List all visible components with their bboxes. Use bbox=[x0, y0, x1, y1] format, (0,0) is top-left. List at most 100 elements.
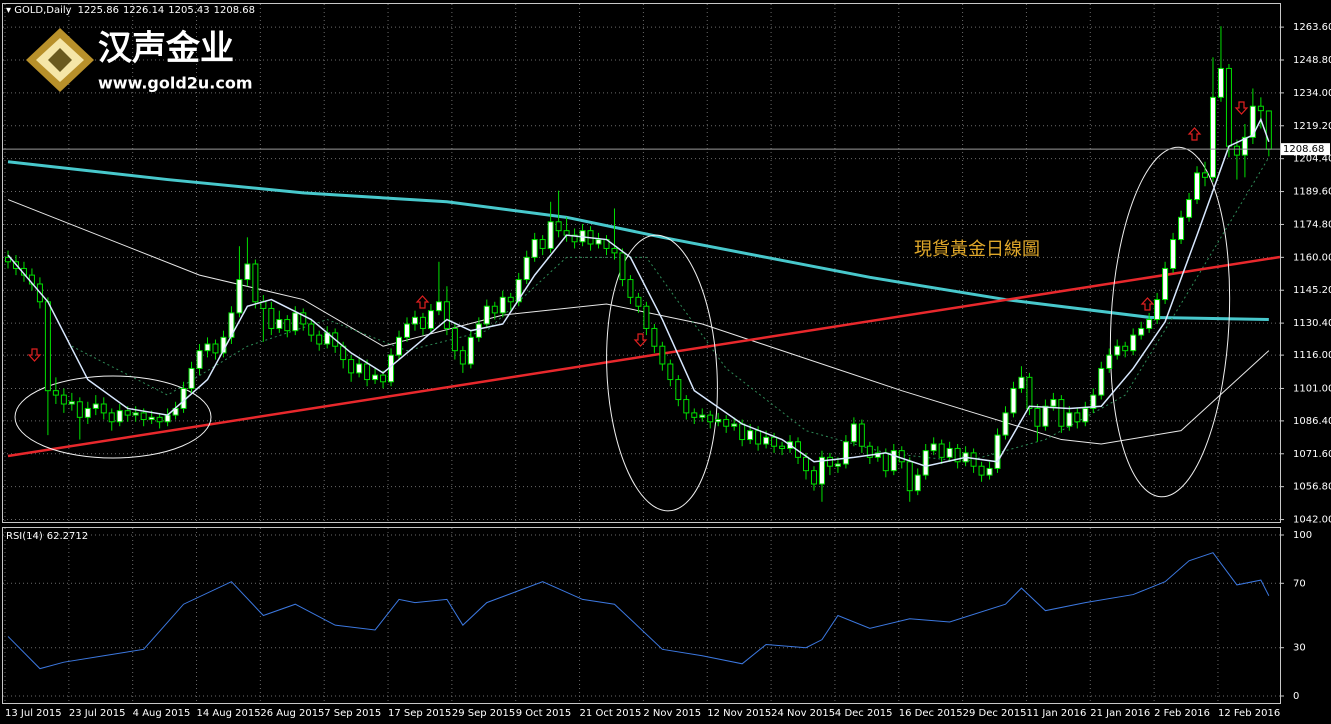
candle-body bbox=[1202, 172, 1208, 178]
candle-body bbox=[635, 296, 642, 307]
candle-body bbox=[1002, 412, 1009, 436]
indicator-line bbox=[7, 160, 1269, 322]
candle-body bbox=[380, 374, 387, 383]
y-tick-label: 1145.20 bbox=[1293, 285, 1331, 296]
x-tick-label: 14 Aug 2015 bbox=[197, 708, 261, 719]
x-tick-label: 2 Feb 2016 bbox=[1154, 708, 1210, 719]
candle-body bbox=[356, 363, 363, 374]
candle-body bbox=[898, 450, 905, 463]
candle-body bbox=[507, 296, 514, 303]
candle-body bbox=[44, 301, 51, 392]
candle-body bbox=[571, 234, 578, 243]
candle-body bbox=[132, 412, 139, 416]
x-tick-label: 9 Oct 2015 bbox=[516, 708, 571, 719]
candle-body bbox=[739, 423, 746, 441]
candle-body bbox=[1058, 399, 1065, 427]
candle-body bbox=[747, 430, 754, 441]
candle-body bbox=[1162, 267, 1169, 301]
candle-body bbox=[1090, 394, 1097, 409]
candle-body bbox=[451, 327, 458, 352]
candle-body bbox=[188, 367, 195, 389]
candle-body bbox=[443, 301, 450, 329]
candle-body bbox=[842, 441, 849, 465]
candle-body bbox=[284, 319, 291, 332]
candle-body bbox=[459, 350, 466, 365]
candle-body bbox=[834, 463, 841, 467]
candle-body bbox=[938, 443, 945, 458]
candle-body bbox=[148, 416, 155, 421]
candle-body bbox=[1225, 67, 1232, 147]
indicator-line bbox=[7, 117, 1270, 467]
candle-body bbox=[986, 467, 993, 476]
candle-body bbox=[675, 379, 682, 401]
candle-body bbox=[276, 319, 283, 329]
candle-body bbox=[308, 323, 315, 336]
candle-body bbox=[779, 445, 786, 449]
candle-body bbox=[467, 336, 474, 365]
candle-body bbox=[76, 401, 83, 418]
symbol: GOLD,Daily bbox=[14, 5, 71, 16]
candle-body bbox=[1050, 399, 1057, 407]
candle-body bbox=[1018, 376, 1025, 389]
logo-url: www.gold2u.com bbox=[98, 74, 253, 93]
candle-body bbox=[866, 445, 873, 458]
candle-body bbox=[731, 423, 738, 427]
candle-body bbox=[547, 221, 554, 249]
candle-body bbox=[914, 474, 921, 492]
y-tick-label: 1116.00 bbox=[1293, 350, 1331, 361]
candle-body bbox=[1066, 412, 1073, 427]
candle-body bbox=[1257, 105, 1264, 112]
candle-body bbox=[922, 450, 929, 476]
candle-body bbox=[1042, 405, 1049, 427]
candle-body bbox=[723, 419, 730, 427]
fast-line bbox=[7, 117, 1270, 467]
x-tick-label: 21 Oct 2015 bbox=[580, 708, 642, 719]
candle-body bbox=[715, 419, 722, 423]
candle-body bbox=[755, 430, 762, 445]
rsi-tick-label: 30 bbox=[1293, 643, 1306, 654]
ellipses bbox=[14, 146, 1231, 512]
candle-body bbox=[411, 316, 418, 325]
candle-body bbox=[1074, 412, 1081, 423]
candle-body bbox=[300, 312, 307, 325]
candle-body bbox=[874, 452, 881, 458]
high: 1226.14 bbox=[123, 5, 164, 16]
candle-body bbox=[475, 323, 482, 338]
last-price-box bbox=[1281, 143, 1330, 156]
candle-body bbox=[595, 239, 602, 245]
x-tick-label: 2 Nov 2015 bbox=[643, 708, 701, 719]
candle-body bbox=[954, 447, 961, 463]
ellipse bbox=[1109, 146, 1231, 498]
rsi-panel-frame bbox=[2, 527, 1281, 704]
candle-body bbox=[1122, 345, 1129, 352]
x-tick-label: 11 Jan 2016 bbox=[1026, 708, 1086, 719]
y-tick-label: 1130.40 bbox=[1293, 318, 1331, 329]
candle-body bbox=[1154, 299, 1161, 321]
candle-body bbox=[978, 465, 985, 476]
rsi-tick-label: 70 bbox=[1293, 578, 1306, 589]
rsi-last: 62.2712 bbox=[47, 531, 88, 542]
candle-body bbox=[212, 343, 219, 354]
low: 1205.43 bbox=[168, 5, 209, 16]
x-tick-label: 24 Nov 2015 bbox=[771, 708, 835, 719]
arrow-down bbox=[27, 348, 42, 362]
candle-body bbox=[483, 305, 490, 325]
candle-body bbox=[252, 263, 259, 303]
x-tick-label: 29 Sep 2015 bbox=[452, 708, 515, 719]
y-tick-label: 1101.00 bbox=[1293, 383, 1331, 394]
x-tick-label: 26 Aug 2015 bbox=[260, 708, 324, 719]
candle-body bbox=[651, 327, 658, 347]
candle-body bbox=[970, 452, 977, 467]
logo-icon bbox=[48, 48, 72, 72]
ellipse bbox=[606, 234, 718, 512]
x-tick-label: 7 Sep 2015 bbox=[324, 708, 381, 719]
candle-body bbox=[531, 239, 538, 258]
candle-body bbox=[1194, 172, 1201, 201]
logo: 汉声金业 www.gold2u.com bbox=[26, 28, 253, 93]
x-tick-label: 12 Nov 2015 bbox=[707, 708, 771, 719]
arrow-up bbox=[415, 295, 430, 309]
candle-body bbox=[803, 456, 809, 472]
candle-body bbox=[60, 394, 67, 405]
arrow-down bbox=[1234, 101, 1249, 115]
candle-body bbox=[699, 414, 706, 418]
